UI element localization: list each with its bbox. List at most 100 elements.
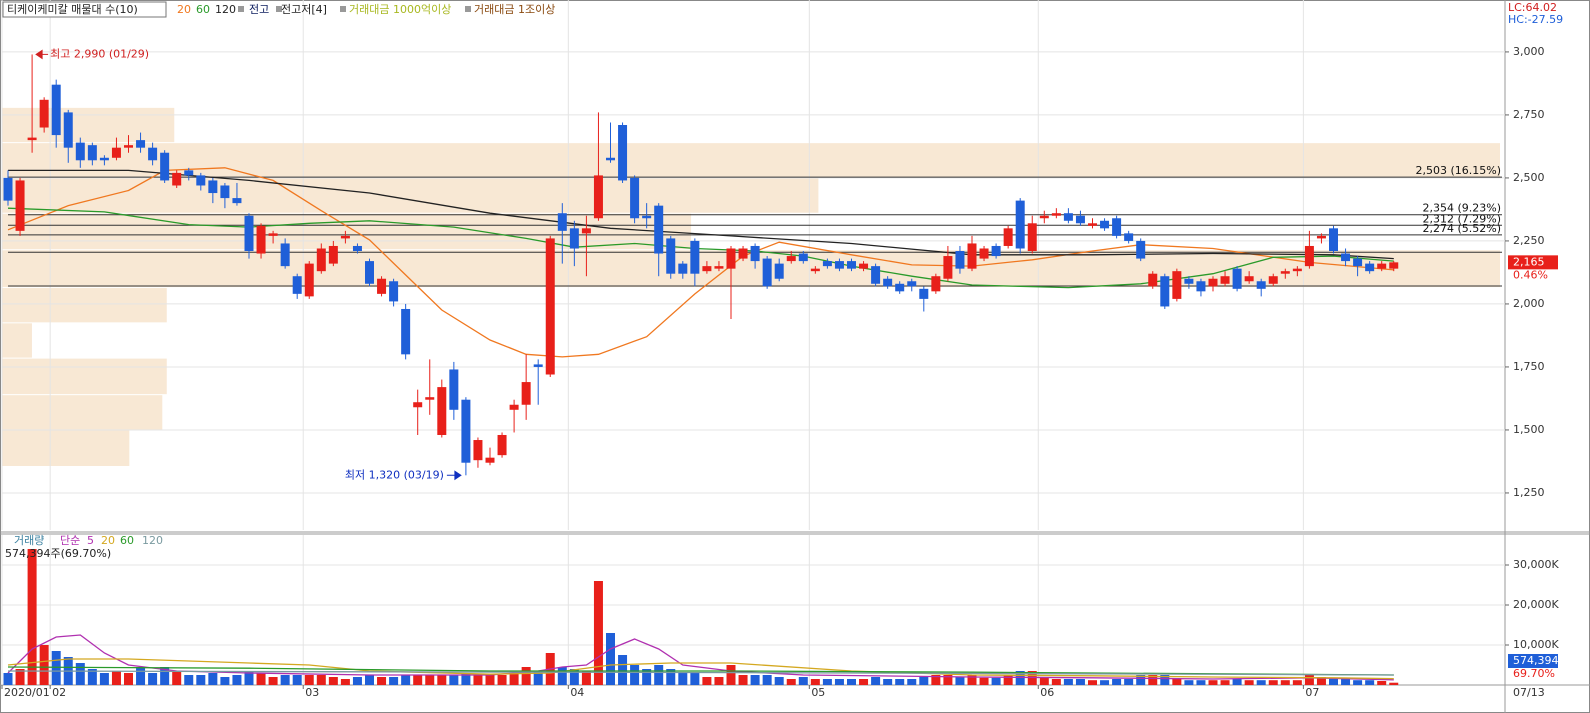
candle-body (413, 402, 423, 408)
y-tick-label: 1,250 (1513, 486, 1545, 499)
candle-body (991, 245, 1001, 257)
candle-body (642, 215, 652, 219)
candle-body (654, 205, 664, 254)
volume-bar (39, 645, 49, 685)
volume-bar (1100, 680, 1110, 685)
volume-bar (1292, 680, 1302, 685)
candle-body (485, 457, 495, 463)
x-tick-label: 03 (305, 686, 319, 699)
volume-bar (738, 675, 748, 685)
x-tick-label: 02 (52, 686, 66, 699)
volume-bar (1353, 680, 1363, 685)
volume-bar (822, 679, 832, 685)
volume-bar (1063, 679, 1073, 685)
volume-bar (1051, 679, 1061, 685)
volume-bar (1232, 679, 1242, 685)
x-tick-label: 05 (811, 686, 825, 699)
price-level-label: 2,274 (5.52%) (1422, 222, 1501, 235)
legend-item: 전고 (249, 3, 269, 16)
volume-bar (99, 673, 109, 685)
candle-body (593, 175, 603, 219)
volume-bar (919, 677, 929, 685)
candle-body (1172, 271, 1182, 299)
volume-bar (160, 667, 170, 685)
y-tick-label: 20,000K (1513, 598, 1559, 611)
volume-bar (654, 665, 664, 685)
volume-profile-bar (2, 358, 167, 395)
volume-bar (1244, 680, 1254, 685)
legend-marker (465, 6, 471, 12)
volume-bar (1015, 671, 1025, 685)
volume-header: 거래량 단순 5 20 60 120 574,394주(69.70%) (5, 534, 163, 560)
volume-bar (280, 675, 290, 685)
candle-body (15, 180, 25, 231)
candle-body (955, 251, 965, 269)
candle-body (1220, 276, 1230, 284)
candle-body (943, 256, 953, 279)
y-tick-label: 30,000K (1513, 558, 1559, 571)
current-price-tag (1508, 255, 1558, 270)
volume-bar (1268, 680, 1278, 685)
volume-profile-bar (2, 323, 32, 358)
volume-bar (714, 677, 724, 685)
current-change: 0.46% (1513, 268, 1548, 281)
candle-body (1136, 240, 1146, 259)
volume-bar (148, 673, 158, 685)
volume-bar (124, 673, 133, 685)
candle-body (1063, 213, 1073, 221)
volume-bar (1196, 680, 1206, 685)
candle-body (316, 248, 326, 272)
candle-body (1015, 200, 1025, 249)
volume-ratio: 69.70% (1513, 667, 1555, 680)
volume-bar (907, 679, 917, 685)
volume-ma-legend: 120 (142, 534, 163, 547)
legend-marker (276, 6, 282, 12)
volume-bar (1208, 680, 1218, 685)
candle-body (1280, 271, 1290, 274)
candle-body (1365, 263, 1375, 272)
candle-body (557, 213, 567, 231)
volume-bar (172, 671, 182, 685)
volume-bar (871, 677, 881, 685)
price-level-label: 2,503 (16.15%) (1415, 164, 1501, 177)
volume-bar (389, 677, 399, 685)
volume-bar (883, 679, 893, 685)
candle-body (1003, 228, 1013, 246)
candle-body (1292, 268, 1302, 272)
volume-bar (1112, 679, 1122, 685)
volume-bar (1329, 677, 1338, 685)
candle-body (461, 399, 471, 463)
volume-bar (437, 675, 447, 685)
header: 티케이케미칼 매물대 수(10) 20 60 120 전고 전고저[4] 거래대… (2, 1, 1563, 26)
title-box (2, 1, 167, 18)
candle-body (220, 185, 230, 199)
candle-body (1244, 276, 1254, 282)
volume-bar (111, 671, 121, 685)
candle-body (196, 175, 206, 186)
volume-ma-legend: 5 (87, 534, 94, 547)
candle-body (75, 142, 85, 161)
volume-profile-bar (2, 430, 130, 466)
candle-body (1208, 278, 1218, 287)
volume-bar (328, 677, 338, 685)
volume-bar (473, 675, 483, 685)
volume-bar (618, 655, 628, 685)
candle-body (834, 261, 844, 269)
volume-bar (521, 667, 531, 685)
volume-info: 574,394주(69.70%) (5, 547, 111, 560)
candle-body (1160, 276, 1170, 307)
volume-profile-bar (2, 107, 175, 143)
volume-moving-average (7, 634, 1394, 681)
candle-body (1304, 245, 1314, 267)
candle-body (304, 263, 314, 297)
candle-body (1232, 268, 1242, 289)
current-price-label: 2,165 (1513, 255, 1545, 268)
volume-bar (1088, 680, 1097, 685)
volume-bar (461, 673, 471, 685)
ma-legend: 20 (177, 3, 191, 16)
chart-title: 티케이케미칼 매물대 수(10) (7, 3, 138, 16)
candle-body (1184, 278, 1194, 284)
candle-body (63, 112, 73, 148)
candle-body (1088, 223, 1097, 226)
volume-bar (690, 673, 700, 685)
